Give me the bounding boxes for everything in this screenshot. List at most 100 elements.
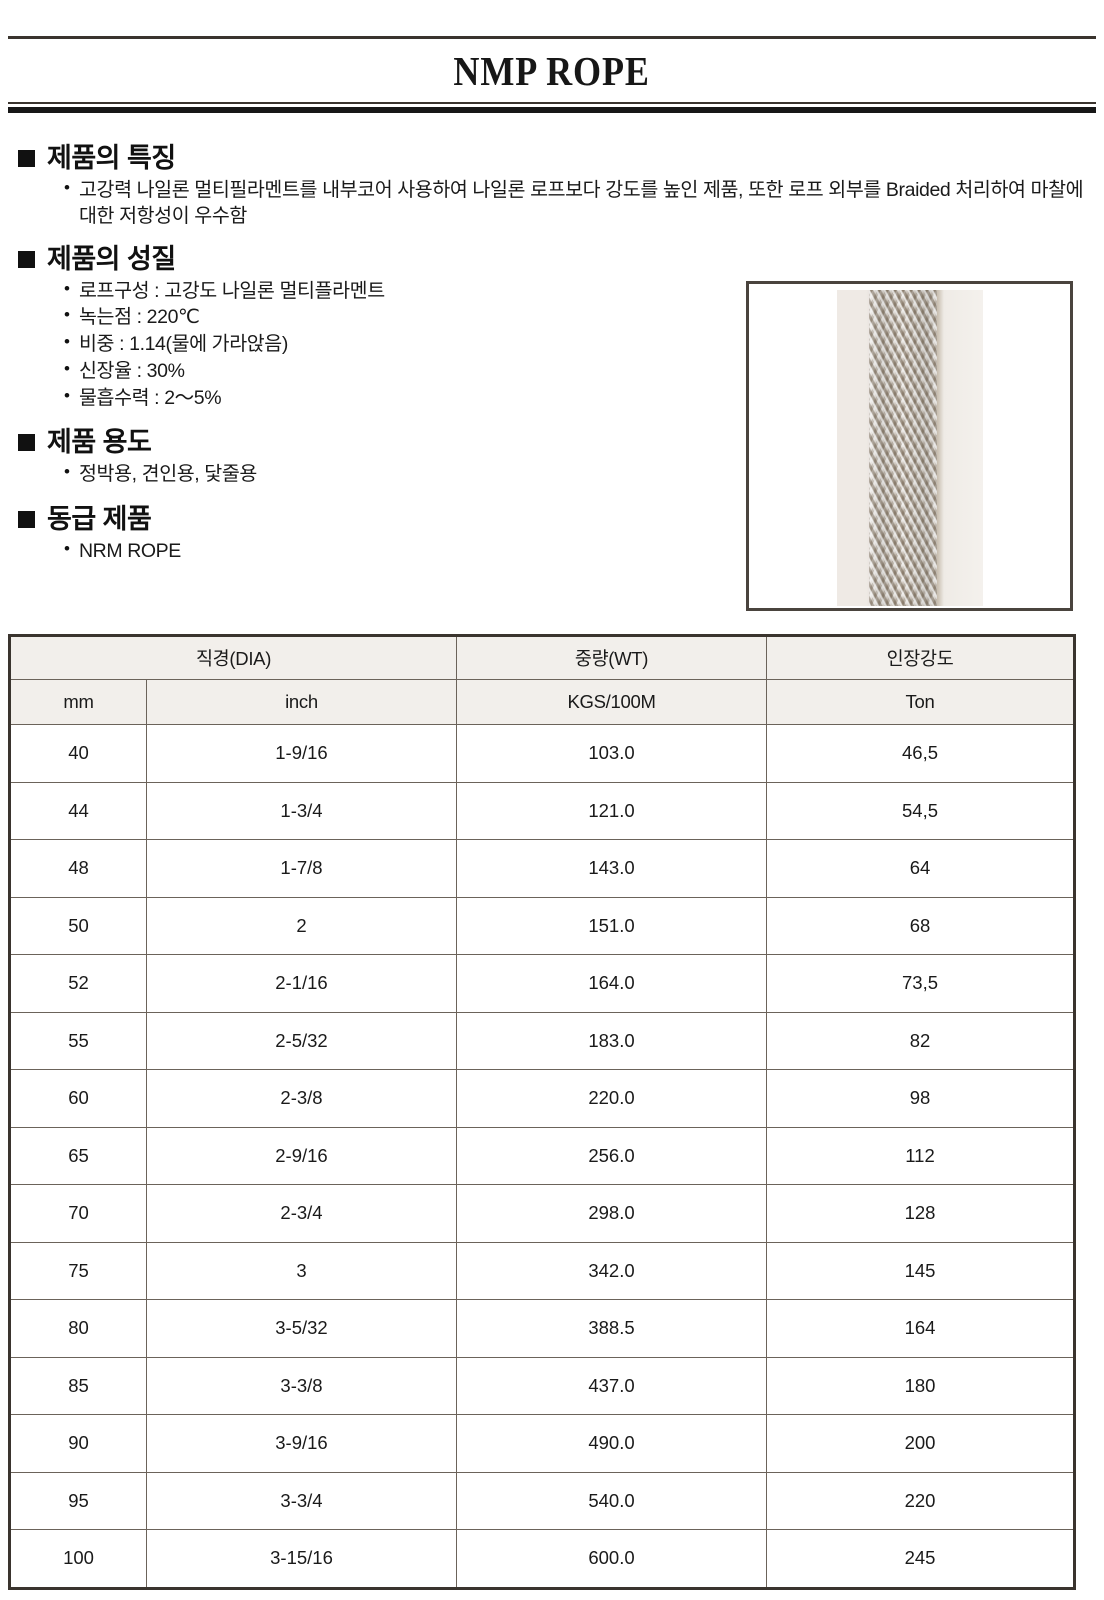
cell-kgs: 103.0 (456, 724, 768, 783)
cell-kgs: 437.0 (456, 1356, 768, 1415)
product-photo-frame (746, 281, 1073, 611)
cell-ton: 245 (766, 1529, 1077, 1590)
cell-ton: 128 (766, 1184, 1077, 1243)
table-row: 40 1-9/16 103.0 46,5 (8, 724, 1077, 783)
cell-inch: 1-7/8 (145, 839, 458, 898)
cell-mm: 95 (8, 1471, 147, 1530)
cell-mm: 60 (8, 1069, 147, 1128)
cell-mm: 52 (8, 954, 147, 1013)
column-header-dia: 직경(DIA) (7, 634, 458, 680)
header-rule-thin (8, 102, 1096, 104)
section-features: 제품의 특징 고강력 나일론 멀티필라멘트를 내부코어 사용하여 나일론 로프보… (18, 143, 1088, 230)
section-properties-list: 로프구성 : 고강도 나일론 멀티플라멘트 녹는점 : 220℃ 비중 : 1.… (18, 278, 1088, 412)
list-item: 고강력 나일론 멀티필라멘트를 내부코어 사용하여 나일론 로프보다 강도를 높… (64, 177, 1088, 229)
section-equivalent: 동급 제품 NRM ROPE (18, 504, 1088, 565)
section-properties-heading: 제품의 성질 (18, 244, 1088, 275)
section-equivalent-heading: 동급 제품 (18, 504, 1088, 535)
cell-inch: 3 (145, 1241, 458, 1300)
cell-mm: 50 (8, 896, 147, 955)
cell-mm: 65 (8, 1126, 147, 1185)
list-item: 녹는점 : 220℃ (64, 304, 1088, 331)
cell-inch: 2-9/16 (145, 1126, 458, 1185)
cell-mm: 48 (8, 839, 147, 898)
column-header-inch: inch (145, 679, 458, 725)
cell-kgs: 164.0 (456, 954, 768, 1013)
spec-table-body: 40 1-9/16 103.0 46,5 44 1-3/4 121.0 54,5 48 1-7/8… (8, 724, 1077, 1590)
cell-kgs: 121.0 (456, 781, 768, 840)
list-item: 로프구성 : 고강도 나일론 멀티플라멘트 (64, 278, 1088, 305)
cell-ton: 145 (766, 1241, 1077, 1300)
cell-kgs: 600.0 (456, 1529, 768, 1590)
cell-inch: 2-5/32 (145, 1011, 458, 1070)
cell-ton: 54,5 (766, 781, 1077, 840)
cell-inch: 3-5/32 (145, 1299, 458, 1358)
table-row: 90 3-9/16 490.0 200 (8, 1414, 1077, 1473)
square-bullet-icon (18, 434, 35, 452)
document-header: NMP ROPE (8, 0, 1096, 113)
table-row: 55 2-5/32 183.0 82 (8, 1011, 1077, 1070)
header-rule-thick (8, 107, 1096, 113)
cell-inch: 1-9/16 (145, 724, 458, 783)
cell-kgs: 298.0 (456, 1184, 768, 1243)
cell-ton: 220 (766, 1471, 1077, 1530)
cell-kgs: 388.5 (456, 1299, 768, 1358)
cell-kgs: 151.0 (456, 896, 768, 955)
column-header-wt: 중량(WT) (456, 634, 768, 680)
column-header-ton: Ton (766, 679, 1077, 725)
table-header-row-units: mm inch KGS/100M Ton (8, 679, 1077, 725)
cell-mm: 90 (8, 1414, 147, 1473)
cell-mm: 44 (8, 781, 147, 840)
list-item: 물흡수력 : 2〜5% (64, 385, 1088, 412)
column-header-tensile: 인장강도 (766, 634, 1077, 680)
section-equivalent-list: NRM ROPE (18, 538, 1088, 565)
section-features-title: 제품의 특징 (47, 143, 176, 173)
cell-ton: 200 (766, 1414, 1077, 1473)
column-header-kgs: KGS/100M (456, 679, 768, 725)
cell-kgs: 540.0 (456, 1471, 768, 1530)
cell-kgs: 220.0 (456, 1069, 768, 1128)
cell-ton: 68 (766, 896, 1077, 955)
cell-kgs: 490.0 (456, 1414, 768, 1473)
cell-kgs: 342.0 (456, 1241, 768, 1300)
photo-shading-overlay (836, 290, 983, 606)
table-row: 65 2-9/16 256.0 112 (8, 1126, 1077, 1185)
table-row: 100 3-15/16 600.0 245 (8, 1529, 1077, 1590)
cell-ton: 73,5 (766, 954, 1077, 1013)
cell-inch: 1-3/4 (145, 781, 458, 840)
cell-kgs: 256.0 (456, 1126, 768, 1185)
cell-inch: 2-3/4 (145, 1184, 458, 1243)
cell-mm: 70 (8, 1184, 147, 1243)
cell-ton: 180 (766, 1356, 1077, 1415)
list-item: 신장율 : 30% (64, 358, 1088, 385)
square-bullet-icon (18, 150, 35, 168)
cell-mm: 55 (8, 1011, 147, 1070)
cell-mm: 80 (8, 1299, 147, 1358)
cell-mm: 40 (8, 724, 147, 783)
section-features-list: 고강력 나일론 멀티필라멘트를 내부코어 사용하여 나일론 로프보다 강도를 높… (18, 177, 1088, 229)
table-header-row-groups: 직경(DIA) 중량(WT) 인장강도 (7, 634, 1077, 680)
spec-table: 직경(DIA) 중량(WT) 인장강도 mm inch KGS/100M Ton… (7, 634, 1077, 1590)
cell-kgs: 143.0 (456, 839, 768, 898)
cell-ton: 46,5 (766, 724, 1077, 783)
page-title: NMP ROPE (453, 48, 651, 94)
table-row: 80 3-5/32 388.5 164 (8, 1299, 1077, 1358)
cell-ton: 64 (766, 839, 1077, 898)
section-equivalent-title: 동급 제품 (47, 504, 152, 535)
cell-ton: 82 (766, 1011, 1077, 1070)
cell-ton: 112 (766, 1126, 1077, 1185)
cell-mm: 75 (8, 1241, 147, 1300)
spec-table-head: 직경(DIA) 중량(WT) 인장강도 mm inch KGS/100M Ton (7, 634, 1077, 725)
cell-ton: 98 (766, 1069, 1077, 1128)
section-features-heading: 제품의 특징 (18, 143, 1088, 174)
list-item: 정박용, 견인용, 닻줄용 (64, 461, 1088, 488)
title-container: NMP ROPE (8, 39, 1096, 102)
cell-inch: 3-9/16 (145, 1414, 458, 1473)
cell-inch: 2-1/16 (145, 954, 458, 1013)
cell-mm: 85 (8, 1356, 147, 1415)
table-row: 75 3 342.0 145 (8, 1241, 1077, 1300)
square-bullet-icon (18, 250, 35, 268)
spec-table-container: 직경(DIA) 중량(WT) 인장강도 mm inch KGS/100M Ton… (7, 634, 1077, 1590)
product-photo-image (836, 290, 983, 606)
cell-inch: 3-15/16 (145, 1529, 458, 1590)
table-row: 52 2-1/16 164.0 73,5 (8, 954, 1077, 1013)
